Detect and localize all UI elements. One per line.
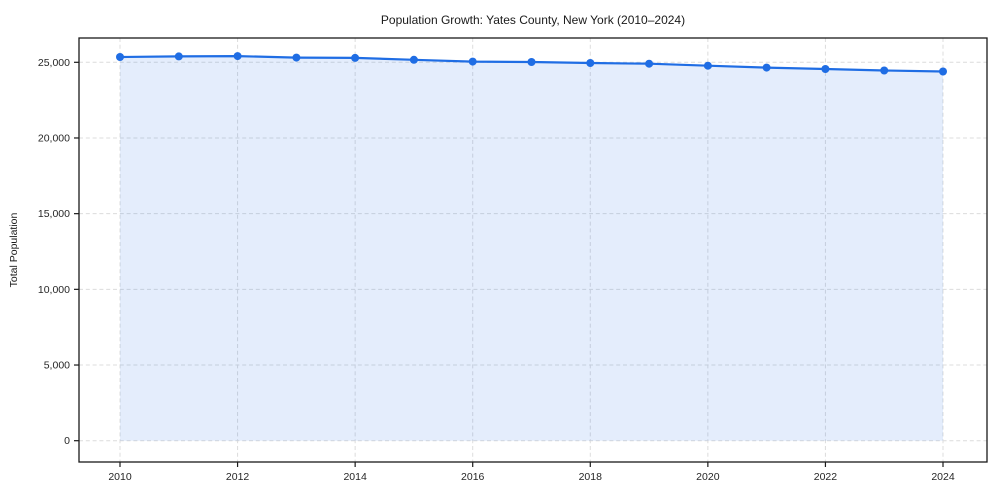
data-point: [116, 53, 124, 61]
y-axis-label: Total Population: [8, 212, 20, 287]
y-tick-label: 10,000: [38, 284, 70, 296]
data-point: [939, 67, 947, 76]
data-point: [409, 55, 418, 64]
y-tick-label: 15,000: [38, 208, 70, 220]
x-tick-label: 2024: [931, 471, 955, 483]
x-tick-label: 2014: [343, 471, 367, 483]
data-point: [468, 57, 477, 66]
data-point: [703, 61, 712, 70]
y-tick-label: 0: [64, 435, 70, 447]
x-tick-label: 2016: [461, 471, 485, 483]
x-tick-label: 2018: [579, 471, 603, 483]
data-point: [586, 59, 595, 67]
axis-layer: 0 5,000 10,000 15,000 20,000 25,000 2010 2012 20…: [38, 37, 988, 483]
y-tick-label: 5,000: [44, 360, 70, 372]
data-point: [527, 58, 536, 66]
data-point: [233, 52, 242, 61]
plot-border: [78, 37, 988, 463]
data-point: [821, 65, 830, 73]
x-tick-label: 2010: [108, 471, 132, 483]
x-tick-label: 2012: [226, 471, 250, 483]
data-point: [762, 63, 771, 72]
x-tick-label: 2022: [814, 471, 838, 483]
area-fill: [120, 56, 943, 441]
series-layer: [116, 52, 947, 441]
chart-title: Population Growth: Yates County, New Yor…: [380, 13, 686, 27]
data-point: [880, 66, 889, 75]
x-tick-label: 2020: [696, 471, 720, 483]
y-tick-label: 20,000: [38, 132, 70, 144]
data-point: [351, 53, 360, 62]
data-point: [174, 52, 183, 61]
grid-layer: [79, 38, 987, 462]
y-tick-label: 25,000: [38, 57, 70, 69]
data-point: [645, 59, 654, 68]
data-point: [292, 53, 301, 62]
